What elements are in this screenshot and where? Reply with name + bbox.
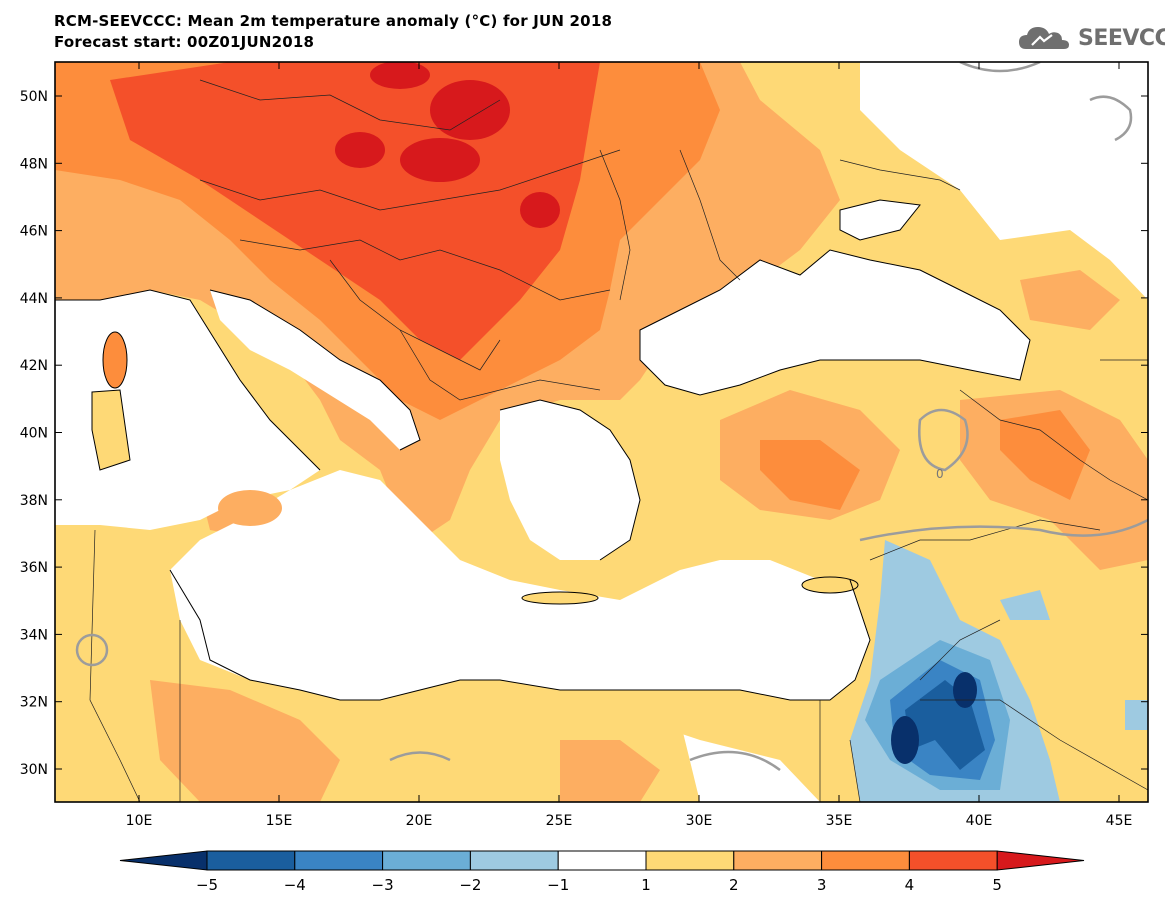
colorbar-tick-label: 3 — [817, 876, 827, 894]
country-borders — [89, 79, 1148, 802]
colorbar-tick-label: 2 — [729, 876, 739, 894]
map-title: RCM-SEEVCCC: Mean 2m temperature anomaly… — [54, 12, 613, 30]
lon-tick-label: 40E — [966, 813, 993, 829]
lat-tick-label: 38N — [20, 493, 48, 509]
forecast-start-label: Forecast start: 00Z01JUN2018 — [54, 33, 315, 51]
colorbar-tick-label: 1 — [641, 876, 651, 894]
colorbar-max-arrow — [996, 850, 1085, 871]
colorbar-tick-label: −2 — [459, 876, 481, 894]
lat-tick-label: 44N — [20, 291, 48, 307]
lon-tick-label: 25E — [546, 813, 573, 829]
colorbar-segment — [382, 850, 471, 871]
colorbar-segment — [908, 850, 998, 871]
negative-anomaly-area — [850, 540, 1148, 802]
lat-tick-label: 36N — [20, 560, 48, 576]
zero-contours — [75, 62, 1148, 772]
colorbar-segment — [821, 850, 910, 871]
anomaly-band-gt5 — [335, 62, 560, 228]
colorbar-tick-label: 4 — [905, 876, 915, 894]
latitude-axis: 50N 48N 46N 44N 42N 40N 38N 36N 34N 32N 30N — [20, 89, 1148, 778]
logo-text: SEEVCCC — [1078, 25, 1165, 51]
lon-tick-label: 30E — [686, 813, 713, 829]
colorbar-tick-label: −5 — [196, 876, 218, 894]
lat-tick-label: 50N — [20, 89, 48, 105]
longitude-axis: 10E 15E 20E 25E 30E 35E 40E 45E — [126, 62, 1133, 829]
colorbar-segment — [733, 850, 823, 871]
colorbar-min-arrow — [119, 850, 208, 871]
colorbar-segment — [645, 850, 735, 871]
colorbar-tick-label: −4 — [284, 876, 306, 894]
lon-tick-label: 10E — [126, 813, 153, 829]
colorbar-segment — [557, 850, 647, 871]
lat-tick-label: 48N — [20, 156, 48, 172]
colorbar-segment — [294, 850, 384, 871]
colorbar-tick-label: −1 — [547, 876, 569, 894]
lat-tick-label: 32N — [20, 695, 48, 711]
lon-tick-label: 35E — [826, 813, 853, 829]
colorbar-segment — [469, 850, 559, 871]
lat-tick-label: 40N — [20, 426, 48, 442]
lat-tick-label: 30N — [20, 762, 48, 778]
seevccc-logo: SEEVCCC — [1018, 22, 1165, 54]
lat-tick-label: 34N — [20, 627, 48, 643]
lon-tick-label: 15E — [266, 813, 293, 829]
lon-tick-label: 20E — [406, 813, 433, 829]
lat-tick-label: 42N — [20, 358, 48, 374]
lon-tick-label: 45E — [1106, 813, 1133, 829]
colorbar-tick-label: −3 — [372, 876, 394, 894]
lat-tick-label: 46N — [20, 224, 48, 240]
contour-label: 0 — [936, 467, 944, 481]
colorbar: −5 −4 −3 −2 −1 1 2 3 4 5 — [119, 850, 1085, 894]
colorbar-segment — [206, 850, 296, 871]
coastlines — [55, 199, 1031, 701]
colorbar-tick-label: 5 — [992, 876, 1002, 894]
anomaly-field — [55, 62, 1148, 802]
island-anomalies — [92, 332, 858, 604]
cloud-logo-icon — [1019, 27, 1069, 49]
